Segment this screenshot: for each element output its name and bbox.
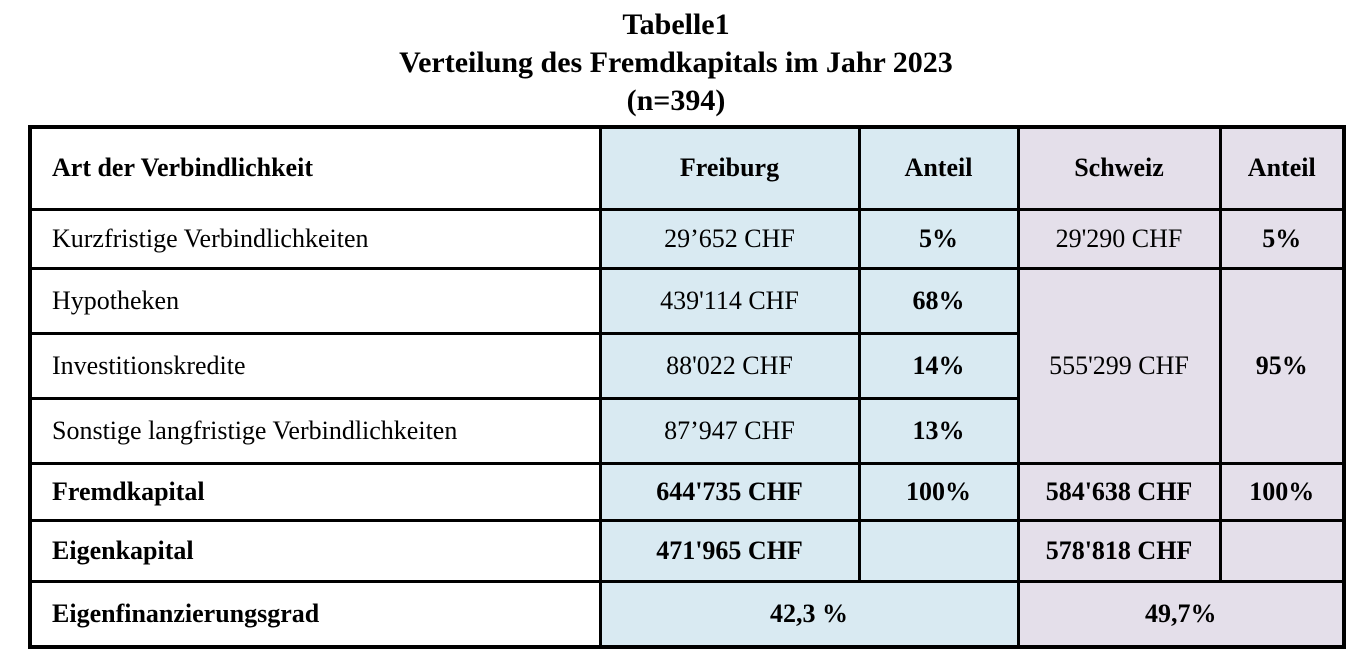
- cell-langfristig-schweiz-anteil-merged: 95%: [1218, 266, 1346, 465]
- cell-sonstige-freiburg: 87’947 CHF: [598, 396, 861, 465]
- cell-investitionskredite-freiburg: 88'022 CHF: [598, 331, 861, 400]
- row-label: Eigenkapital: [28, 518, 602, 583]
- table-row-sonstige: Sonstige langfristige Verbindlichkeiten …: [28, 396, 1344, 465]
- row-label: Eigenfinanzierungsgrad: [28, 579, 602, 649]
- table-title-block: Tabelle1 Verteilung des Fremdkapitals im…: [0, 6, 1352, 120]
- header-art-der-verbindlichkeit: Art der Verbindlichkeit: [28, 125, 602, 211]
- table-row-eigenfinanzierungsgrad: Eigenfinanzierungsgrad 42,3 % 49,7%: [28, 579, 1346, 649]
- table-row-fremdkapital: Fremdkapital 644'735 CHF 100% 584'638 CH…: [28, 461, 1346, 522]
- table-title-line2: Verteilung des Fremdkapitals im Jahr 202…: [399, 46, 953, 79]
- table-row-eigenkapital: Eigenkapital 471'965 CHF 578'818 CHF: [28, 518, 1346, 583]
- cell-eigenfinanzierungsgrad-freiburg-merged: 42,3 %: [598, 579, 1020, 649]
- cell-eigenkapital-schweiz-anteil-empty: [1218, 518, 1346, 583]
- cell-eigenfinanzierungsgrad-schweiz-merged: 49,7%: [1016, 579, 1346, 649]
- cell-eigenkapital-freiburg-anteil-empty: [857, 518, 1020, 583]
- cell-fremdkapital-freiburg: 644'735 CHF: [598, 461, 861, 522]
- table-row-investitionskredite: Investitionskredite 88'022 CHF 14%: [28, 331, 1344, 400]
- row-label: Hypotheken: [28, 266, 602, 335]
- cell-sonstige-freiburg-anteil: 13%: [857, 396, 1020, 465]
- header-anteil-schweiz: Anteil: [1218, 125, 1346, 211]
- header-anteil-freiburg: Anteil: [857, 125, 1020, 211]
- header-schweiz: Schweiz: [1016, 125, 1222, 211]
- cell-kurzfristige-schweiz: 29'290 CHF: [1016, 207, 1222, 270]
- cell-eigenkapital-schweiz: 578'818 CHF: [1016, 518, 1222, 583]
- table-row-kurzfristige: Kurzfristige Verbindlichkeiten 29’652 CH…: [28, 207, 1346, 270]
- cell-eigenkapital-freiburg: 471'965 CHF: [598, 518, 861, 583]
- cell-fremdkapital-schweiz-anteil: 100%: [1218, 461, 1346, 522]
- cell-kurzfristige-schweiz-anteil: 5%: [1218, 207, 1346, 270]
- cell-investitionskredite-freiburg-anteil: 14%: [857, 331, 1020, 400]
- row-label: Investitionskredite: [28, 331, 602, 400]
- cell-langfristig-schweiz-merged: 555'299 CHF: [1016, 266, 1222, 465]
- row-label: Fremdkapital: [28, 461, 602, 522]
- cell-fremdkapital-freiburg-anteil: 100%: [857, 461, 1020, 522]
- table-row-hypotheken: Hypotheken 439'114 CHF 68% 555'299 CHF 9…: [28, 266, 1346, 465]
- cell-kurzfristige-freiburg-anteil: 5%: [857, 207, 1020, 270]
- cell-kurzfristige-freiburg: 29’652 CHF: [598, 207, 861, 270]
- row-label: Sonstige langfristige Verbindlichkeiten: [28, 396, 602, 465]
- cell-hypotheken-freiburg: 439'114 CHF: [598, 266, 861, 335]
- header-freiburg: Freiburg: [598, 125, 861, 211]
- table-header-row: Art der Verbindlichkeit Freiburg Anteil …: [28, 125, 1346, 211]
- row-label: Kurzfristige Verbindlichkeiten: [28, 207, 602, 270]
- table-title-line1: Tabelle1: [622, 8, 730, 41]
- cell-hypotheken-freiburg-anteil: 68%: [857, 266, 1020, 335]
- cell-fremdkapital-schweiz: 584'638 CHF: [1016, 461, 1222, 522]
- table-title-line3: (n=394): [626, 84, 726, 117]
- fremdkapital-table: Art der Verbindlichkeit Freiburg Anteil …: [28, 125, 1346, 649]
